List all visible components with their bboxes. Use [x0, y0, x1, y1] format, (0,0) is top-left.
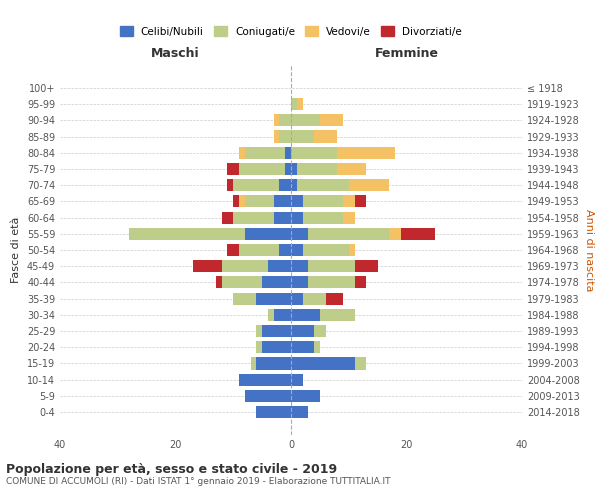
Text: Femmine: Femmine	[374, 48, 439, 60]
Bar	[280, 130, 291, 142]
Bar	[222, 260, 268, 272]
Bar	[291, 325, 314, 337]
Bar	[256, 292, 291, 304]
Bar	[355, 260, 377, 272]
Bar	[233, 292, 256, 304]
Bar	[239, 196, 245, 207]
Text: Maschi: Maschi	[151, 48, 200, 60]
Bar	[302, 292, 326, 304]
Bar	[308, 228, 389, 240]
Bar	[291, 292, 302, 304]
Bar	[291, 179, 297, 191]
Bar	[280, 244, 291, 256]
Legend: Celibi/Nubili, Coniugati/e, Vedovi/e, Divorziati/e: Celibi/Nubili, Coniugati/e, Vedovi/e, Di…	[116, 22, 466, 40]
Bar	[291, 309, 320, 321]
Bar	[233, 212, 274, 224]
Bar	[233, 179, 280, 191]
Bar	[297, 98, 302, 110]
Bar	[401, 228, 436, 240]
Bar	[262, 341, 291, 353]
Bar	[297, 179, 349, 191]
Bar	[239, 374, 291, 386]
Bar	[291, 390, 320, 402]
Bar	[274, 309, 291, 321]
Bar	[233, 196, 239, 207]
Bar	[227, 179, 233, 191]
Bar	[280, 179, 291, 191]
Bar	[349, 244, 355, 256]
Bar	[239, 146, 245, 159]
Bar	[245, 196, 274, 207]
Bar	[291, 196, 302, 207]
Bar	[274, 114, 280, 126]
Bar	[193, 260, 222, 272]
Bar	[256, 341, 262, 353]
Bar	[291, 276, 308, 288]
Bar	[343, 212, 355, 224]
Bar	[239, 163, 285, 175]
Text: Popolazione per età, sesso e stato civile - 2019: Popolazione per età, sesso e stato civil…	[6, 462, 337, 475]
Bar	[326, 292, 343, 304]
Bar	[274, 130, 280, 142]
Bar	[280, 114, 291, 126]
Bar	[320, 309, 355, 321]
Bar	[291, 98, 297, 110]
Bar	[285, 163, 291, 175]
Bar	[302, 244, 349, 256]
Bar	[320, 114, 343, 126]
Bar	[314, 341, 320, 353]
Bar	[291, 406, 308, 418]
Bar	[308, 260, 355, 272]
Bar	[245, 390, 291, 402]
Bar	[291, 374, 302, 386]
Bar	[355, 276, 366, 288]
Bar	[227, 163, 239, 175]
Bar	[268, 260, 291, 272]
Bar	[291, 212, 302, 224]
Bar	[245, 228, 291, 240]
Bar	[302, 196, 343, 207]
Bar	[222, 212, 233, 224]
Bar	[291, 358, 355, 370]
Bar	[355, 358, 366, 370]
Bar	[291, 146, 337, 159]
Bar	[302, 212, 343, 224]
Bar	[314, 130, 337, 142]
Bar	[297, 163, 337, 175]
Bar	[268, 309, 274, 321]
Y-axis label: Anni di nascita: Anni di nascita	[583, 209, 593, 291]
Bar	[314, 325, 326, 337]
Text: COMUNE DI ACCUMOLI (RI) - Dati ISTAT 1° gennaio 2019 - Elaborazione TUTTITALIA.I: COMUNE DI ACCUMOLI (RI) - Dati ISTAT 1° …	[6, 478, 391, 486]
Bar	[274, 196, 291, 207]
Bar	[274, 212, 291, 224]
Bar	[256, 358, 291, 370]
Bar	[222, 276, 262, 288]
Bar	[262, 276, 291, 288]
Bar	[130, 228, 245, 240]
Bar	[291, 130, 314, 142]
Bar	[389, 228, 401, 240]
Bar	[216, 276, 222, 288]
Bar	[308, 276, 355, 288]
Bar	[239, 244, 280, 256]
Bar	[291, 114, 320, 126]
Bar	[256, 325, 262, 337]
Bar	[291, 244, 302, 256]
Bar	[256, 406, 291, 418]
Bar	[337, 146, 395, 159]
Bar	[285, 146, 291, 159]
Bar	[291, 341, 314, 353]
Bar	[349, 179, 389, 191]
Bar	[251, 358, 256, 370]
Bar	[291, 260, 308, 272]
Bar	[355, 196, 366, 207]
Bar	[227, 244, 239, 256]
Y-axis label: Fasce di età: Fasce di età	[11, 217, 21, 283]
Bar	[291, 228, 308, 240]
Bar	[291, 163, 297, 175]
Bar	[337, 163, 366, 175]
Bar	[343, 196, 355, 207]
Bar	[262, 325, 291, 337]
Bar	[245, 146, 285, 159]
